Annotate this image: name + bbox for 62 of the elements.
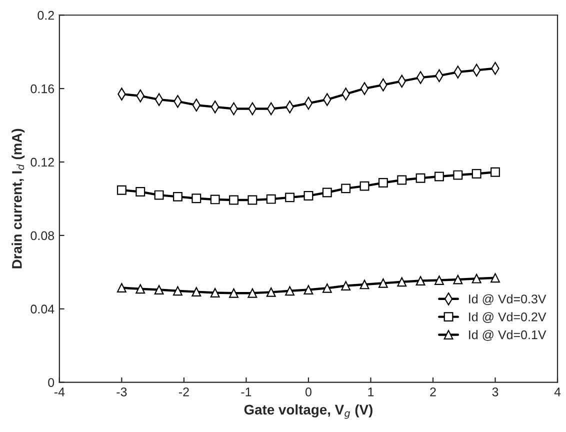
point	[116, 283, 126, 292]
x-tick-label: 1	[368, 388, 374, 396]
point	[154, 190, 164, 200]
point	[248, 195, 258, 205]
point	[416, 173, 426, 183]
point	[192, 194, 202, 204]
point	[453, 274, 463, 284]
point	[285, 192, 295, 202]
point	[266, 194, 276, 204]
point	[285, 286, 295, 296]
point	[229, 288, 238, 298]
point	[210, 288, 220, 298]
x-axis-title: Gate voltage, V$_{g}$ (V)	[244, 404, 372, 419]
y-tick-label: 0.12	[30, 158, 54, 167]
point	[322, 283, 332, 293]
point	[304, 285, 314, 295]
x-tick-label: -3	[116, 388, 127, 396]
y-tick-label: 0.2	[38, 10, 54, 20]
point	[490, 167, 500, 177]
point	[341, 281, 351, 290]
point	[192, 287, 202, 297]
point	[416, 276, 426, 286]
y-axis-title: Drain current, I$_{d}$ (mA)	[12, 128, 25, 268]
y-tick-label: 0.16	[30, 84, 54, 94]
point	[472, 169, 482, 178]
point	[490, 273, 500, 283]
point	[116, 185, 126, 195]
x-tick-label: 2	[430, 388, 436, 396]
x-tick-label: 4	[554, 388, 561, 396]
x-tick-label: -2	[178, 388, 189, 396]
point	[378, 178, 388, 188]
point	[341, 184, 351, 194]
point	[378, 278, 388, 288]
point	[360, 280, 370, 290]
point	[136, 284, 146, 294]
legend-label: Id @ Vd=0.3V	[469, 294, 546, 306]
point	[453, 170, 463, 180]
point	[154, 285, 164, 295]
x-tick-label: -4	[54, 388, 65, 396]
point	[229, 195, 238, 205]
point	[173, 286, 182, 296]
point	[266, 287, 276, 297]
point	[248, 288, 258, 298]
point	[360, 181, 370, 191]
point	[304, 191, 314, 201]
x-tick-label: 0	[305, 388, 312, 396]
point	[136, 187, 146, 196]
y-tick-label: 0	[48, 378, 54, 387]
y-tick-label: 0.04	[30, 304, 54, 314]
point	[397, 175, 407, 185]
legend-label: Id @ Vd=0.2V	[469, 312, 546, 323]
legend-label: Id @ Vd=0.1V	[469, 330, 546, 341]
point	[472, 274, 482, 284]
y-tick-label: 0.08	[30, 231, 54, 240]
point	[434, 172, 444, 182]
x-tick-label: 3	[492, 388, 498, 396]
point	[210, 194, 220, 204]
point	[434, 276, 444, 285]
x-tick-label: -1	[241, 388, 252, 396]
point	[173, 192, 182, 202]
point	[322, 188, 332, 198]
point	[397, 277, 407, 287]
